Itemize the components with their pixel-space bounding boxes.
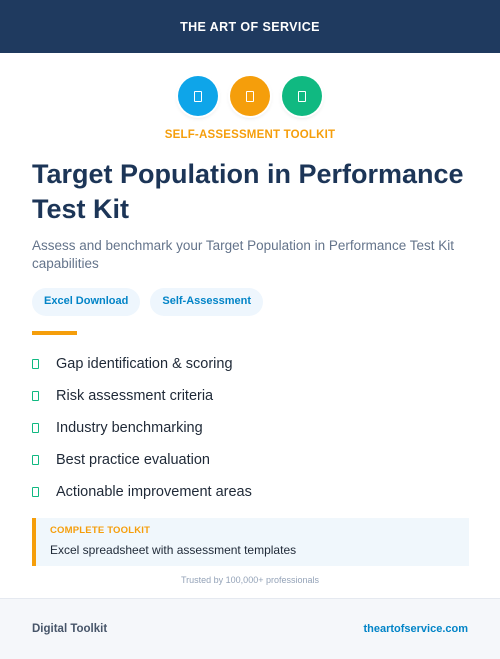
feature-text: Industry benchmarking — [56, 420, 203, 436]
feature-list: Gap identification & scoring Risk assess… — [32, 348, 252, 508]
check-icon — [32, 359, 39, 369]
page-title: Target Population in Performance Test Ki… — [32, 159, 464, 224]
tag-self-assessment: Self-Assessment — [150, 288, 264, 316]
brand-title: THE ART OF SERVICE — [180, 19, 320, 34]
document-icon — [178, 76, 218, 116]
check-icon — [32, 487, 39, 497]
check-icon — [32, 455, 39, 465]
trusted-note: Trusted by 100,000+ professionals — [180, 575, 319, 585]
toolkit-callout: COMPLETE TOOLKIT Excel spreadsheet with … — [32, 518, 469, 566]
document-icon — [230, 76, 270, 116]
accent-divider — [32, 331, 77, 335]
top-banner: THE ART OF SERVICE — [0, 0, 500, 53]
list-item: Actionable improvement areas — [32, 476, 252, 508]
feature-text: Actionable improvement areas — [56, 484, 252, 500]
footer-label: Digital Toolkit — [32, 623, 108, 635]
list-item: Risk assessment criteria — [32, 380, 252, 412]
tag-list: Excel Download Self-Assessment — [32, 288, 264, 316]
list-item: Industry benchmarking — [32, 412, 252, 444]
check-icon — [32, 423, 39, 433]
feature-text: Gap identification & scoring — [56, 356, 233, 372]
callout-label: COMPLETE TOOLKIT — [50, 525, 151, 536]
website-link[interactable]: theartofservice.com — [363, 623, 468, 635]
callout-text: Excel spreadsheet with assessment templa… — [50, 543, 297, 557]
document-icon — [282, 76, 322, 116]
feature-text: Risk assessment criteria — [56, 388, 214, 404]
page-subtitle: Assess and benchmark your Target Populat… — [32, 238, 454, 271]
feature-text: Best practice evaluation — [56, 452, 210, 468]
kicker-label: SELF-ASSESSMENT TOOLKIT — [164, 129, 336, 141]
icon-row — [0, 76, 500, 116]
check-icon — [32, 391, 39, 401]
list-item: Gap identification & scoring — [32, 348, 252, 380]
footer: Digital Toolkit theartofservice.com — [0, 598, 500, 659]
tag-excel-download: Excel Download — [32, 288, 141, 316]
list-item: Best practice evaluation — [32, 444, 252, 476]
